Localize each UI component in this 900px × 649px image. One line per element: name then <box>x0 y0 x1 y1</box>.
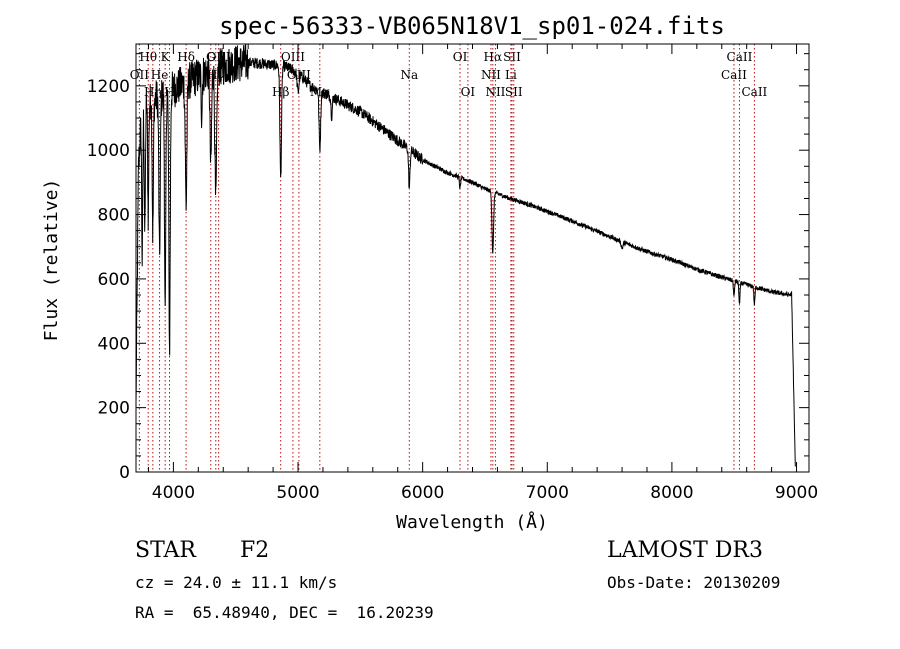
axis-ticks: 4000 5000 6000 7000 8000 9000 0 200 400 600 800 100… <box>87 44 818 503</box>
y-tick-label: 1000 <box>87 141 130 161</box>
line-marker-label: K <box>161 50 171 64</box>
y-tick-label: 800 <box>98 206 130 226</box>
line-marker-label: CaII <box>727 50 753 64</box>
spectrum-series <box>135 44 796 467</box>
chart-title: spec-56333-VB065N18V1_sp01-024.fits <box>219 12 725 40</box>
line-marker-label: G <box>206 50 216 64</box>
coordinates-text: RA = 65.48940, DEC = 16.20239 <box>135 603 434 622</box>
y-tick-label: 400 <box>98 334 130 354</box>
spectrum-line <box>135 44 796 467</box>
redshift-text: cz = 24.0 ± 11.1 km/s <box>135 573 338 592</box>
line-marker-label: Na <box>400 68 418 82</box>
line-marker-label: SII <box>503 50 521 64</box>
line-marker-label: H <box>164 85 174 99</box>
x-tick-label: 4000 <box>152 483 195 503</box>
y-tick-label: 0 <box>119 463 130 483</box>
line-marker-label: NII <box>481 68 501 82</box>
line-marker-label: OI <box>453 50 468 64</box>
line-marker-label: He <box>151 68 169 82</box>
object-class: STAR <box>135 538 196 563</box>
y-axis-label: Flux (relative) <box>41 179 62 342</box>
line-marker-label: NII <box>485 85 505 99</box>
obs-date-text: Obs-Date: 20130209 <box>607 573 781 592</box>
line-marker-label: CaII <box>741 85 767 99</box>
survey-name: LAMOST DR3 <box>607 538 763 563</box>
y-tick-label: 200 <box>98 399 130 419</box>
line-marker-label: Hβ <box>272 85 289 99</box>
line-marker-label: Hδ <box>177 50 195 64</box>
line-marker-label: Hθ <box>139 50 157 64</box>
y-tick-label: 1200 <box>87 77 130 97</box>
x-tick-label: 7000 <box>526 483 569 503</box>
x-tick-label: 6000 <box>401 483 444 503</box>
line-marker-label: Li <box>505 68 517 82</box>
plot-frame <box>135 43 810 473</box>
x-tick-label: 9000 <box>775 483 818 503</box>
line-marker-label: Hα <box>484 50 503 64</box>
x-axis-label: Wavelength (Å) <box>396 511 548 533</box>
x-tick-label: 5000 <box>276 483 319 503</box>
x-tick-label: 8000 <box>650 483 693 503</box>
object-subclass: F2 <box>240 538 270 563</box>
y-tick-label: 600 <box>98 270 130 290</box>
line-marker-label: OI <box>461 85 476 99</box>
line-marker-label: SII <box>505 85 523 99</box>
line-marker-label: CaII <box>721 68 747 82</box>
line-marker-label: OII <box>130 68 150 82</box>
